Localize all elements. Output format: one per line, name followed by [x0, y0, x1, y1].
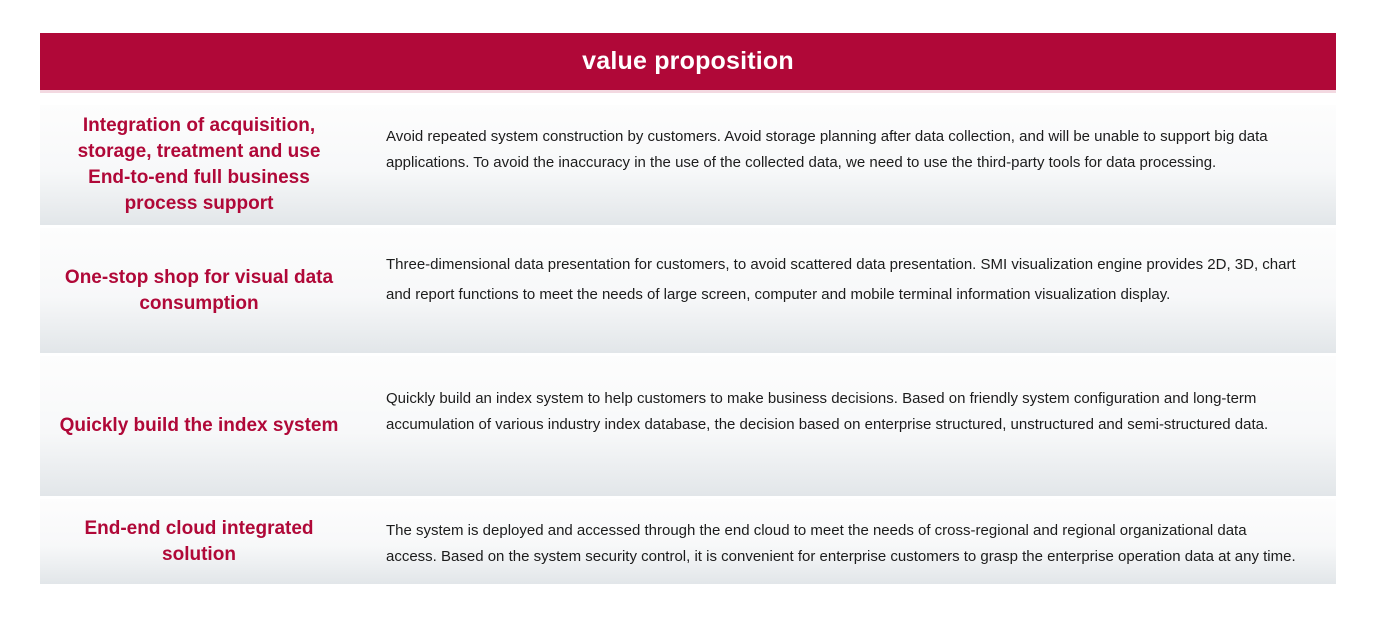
row-description: The system is deployed and accessed thro…: [386, 522, 1296, 565]
row-description: Avoid repeated system construction by cu…: [386, 128, 1268, 171]
value-proposition-table: value proposition Integration of acquisi…: [40, 33, 1336, 584]
value-row-one-stop-shop: One-stop shop for visual data consumptio…: [40, 228, 1336, 353]
table-header: value proposition: [40, 33, 1336, 93]
row-title: Integration of acquisition, storage, tre…: [77, 115, 321, 214]
row-description: Three-dimensional data presentation for …: [386, 256, 1296, 303]
row-title: End-end cloud integrated solution: [84, 517, 314, 565]
value-row-cloud-solution: End-end cloud integrated solution The sy…: [40, 499, 1336, 584]
value-row-index-system: Quickly build the index system Quickly b…: [40, 356, 1336, 496]
row-title: Quickly build the index system: [59, 415, 339, 436]
row-description: Quickly build an index system to help cu…: [386, 390, 1269, 433]
row-title: One-stop shop for visual data consumptio…: [64, 266, 334, 314]
table-title: value proposition: [582, 47, 794, 75]
value-row-integration: Integration of acquisition, storage, tre…: [40, 105, 1336, 225]
